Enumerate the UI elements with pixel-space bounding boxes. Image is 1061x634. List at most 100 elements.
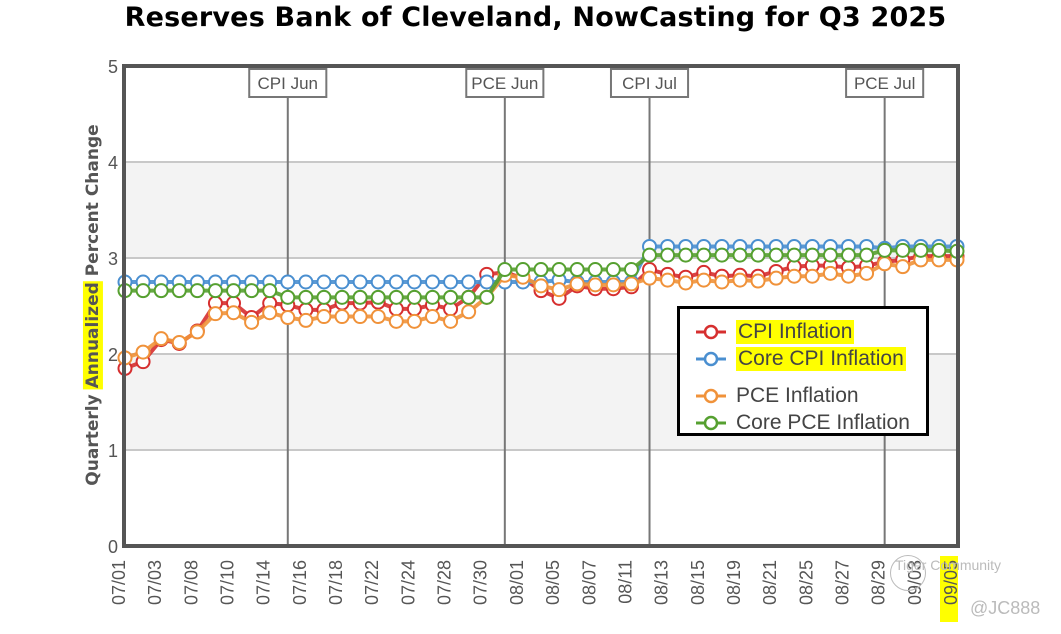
data-point (913, 242, 929, 258)
data-point (388, 289, 404, 305)
data-point (443, 289, 459, 305)
x-tick-label: 07/18 (326, 560, 346, 605)
data-point (786, 247, 802, 263)
y-axis-label: Quarterly Annualized Percent Change (83, 124, 103, 485)
data-point (135, 283, 151, 299)
watermark-handle: @JC888 (970, 598, 1041, 618)
data-point (623, 262, 639, 278)
data-point (605, 277, 621, 293)
data-point (280, 274, 296, 290)
x-axis-ticks: 07/01 07/03 07/08 07/10 07/14 07/16 07/18 07/22… (109, 556, 961, 622)
event-label: CPI Jul (622, 74, 677, 93)
y-tick-label: 2 (108, 345, 118, 365)
data-point (750, 273, 766, 289)
data-point (226, 283, 242, 299)
data-point (334, 309, 350, 325)
legend-marker-icon (696, 415, 726, 431)
x-tick-label: 07/30 (471, 560, 491, 605)
y-axis-label-part: Annualized (83, 282, 103, 388)
x-tick-label: 07/10 (218, 560, 238, 605)
y-tick-label: 4 (108, 153, 118, 173)
y-tick-label: 1 (108, 441, 118, 461)
data-point (443, 274, 459, 290)
data-point (605, 262, 621, 278)
data-point (298, 289, 314, 305)
data-point (370, 274, 386, 290)
data-point (153, 331, 169, 347)
data-point (895, 259, 911, 275)
legend-item-cpi[interactable]: CPI Inflation (694, 319, 855, 345)
data-point (533, 278, 549, 294)
y-label-highlight (82, 281, 103, 390)
data-point (732, 247, 748, 263)
x-tick-label: 08/01 (507, 560, 527, 605)
event-label-box (248, 68, 328, 98)
data-point (786, 268, 802, 284)
data-point (352, 274, 368, 290)
data-point (406, 313, 422, 329)
x-tick-highlight (940, 556, 958, 622)
y-tick-label: 0 (108, 537, 118, 557)
event-label: PCE Jul (854, 74, 915, 93)
data-point (171, 283, 187, 299)
event-label: CPI Jun (258, 74, 318, 93)
watermark-brand: Tiger Community (895, 557, 1002, 573)
data-point (226, 305, 242, 321)
data-point (895, 242, 911, 258)
series-pce-inflation (117, 252, 965, 366)
legend-item-pce[interactable]: PCE Inflation (694, 383, 859, 409)
data-point (587, 277, 603, 293)
x-tick-label: 07/01 (109, 560, 129, 605)
data-point (316, 309, 332, 325)
legend-label: Core CPI Inflation (736, 347, 906, 371)
data-point (280, 289, 296, 305)
series-lines (117, 238, 965, 376)
data-point (352, 289, 368, 305)
data-point (623, 276, 639, 292)
x-tick-label: 08/25 (796, 560, 816, 605)
x-tick-label: 08/21 (760, 560, 780, 605)
series-core-pce-inflation (117, 242, 965, 305)
legend-label: CPI Inflation (736, 320, 855, 344)
x-tick-label: 07/03 (145, 560, 165, 605)
x-tick-label: 08/27 (832, 560, 852, 605)
data-point (533, 262, 549, 278)
data-point (678, 275, 694, 291)
data-point (443, 313, 459, 329)
watermark-logo-icon (890, 555, 926, 591)
x-tick-label: 07/08 (181, 560, 201, 605)
data-point (660, 247, 676, 263)
legend-item-core-pce[interactable]: Core PCE Inflation (694, 410, 910, 436)
data-point (859, 247, 875, 263)
data-point (424, 289, 440, 305)
data-point (424, 274, 440, 290)
data-point (569, 276, 585, 292)
legend-item-core-cpi[interactable]: Core CPI Inflation (694, 346, 906, 372)
data-point (461, 304, 477, 320)
data-point (171, 334, 187, 350)
data-point (479, 274, 495, 290)
x-tick-label: 07/14 (254, 560, 274, 605)
data-point (406, 274, 422, 290)
event-label-box (465, 68, 545, 98)
y-axis-label-part: Percent Change (83, 124, 103, 282)
data-point (262, 305, 278, 321)
y-axis-ticks: 0 1 2 3 4 5 (108, 57, 118, 557)
data-point (244, 283, 260, 299)
data-point (840, 268, 856, 284)
data-point (461, 274, 477, 290)
data-point (370, 289, 386, 305)
event-markers: CPI Jun PCE Jun CPI Jul PCE Jul (248, 66, 925, 546)
legend-marker-icon (696, 388, 726, 404)
data-point (551, 262, 567, 278)
data-point (642, 270, 658, 286)
x-tick-label: 07/24 (398, 560, 418, 605)
data-point (370, 309, 386, 325)
data-point (424, 309, 440, 325)
legend-label: PCE Inflation (736, 384, 859, 407)
data-point (804, 247, 820, 263)
data-point (207, 283, 223, 299)
data-point (551, 282, 567, 298)
data-point (678, 247, 694, 263)
y-tick-label: 5 (108, 57, 118, 77)
